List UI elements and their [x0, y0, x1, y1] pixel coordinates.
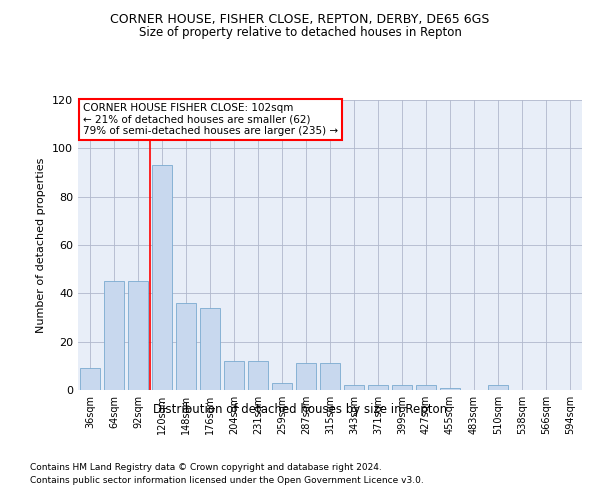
- Bar: [128, 281, 148, 390]
- Bar: [440, 388, 460, 390]
- Bar: [416, 385, 436, 390]
- Text: Contains HM Land Registry data © Crown copyright and database right 2024.: Contains HM Land Registry data © Crown c…: [30, 464, 382, 472]
- Bar: [272, 383, 292, 390]
- Bar: [248, 361, 268, 390]
- Bar: [320, 364, 340, 390]
- Text: Distribution of detached houses by size in Repton: Distribution of detached houses by size …: [153, 402, 447, 415]
- Bar: [152, 166, 172, 390]
- Bar: [104, 281, 124, 390]
- Text: Contains public sector information licensed under the Open Government Licence v3: Contains public sector information licen…: [30, 476, 424, 485]
- Bar: [392, 385, 412, 390]
- Text: CORNER HOUSE FISHER CLOSE: 102sqm
← 21% of detached houses are smaller (62)
79% : CORNER HOUSE FISHER CLOSE: 102sqm ← 21% …: [83, 103, 338, 136]
- Bar: [344, 385, 364, 390]
- Text: Size of property relative to detached houses in Repton: Size of property relative to detached ho…: [139, 26, 461, 39]
- Bar: [368, 385, 388, 390]
- Bar: [80, 368, 100, 390]
- Text: CORNER HOUSE, FISHER CLOSE, REPTON, DERBY, DE65 6GS: CORNER HOUSE, FISHER CLOSE, REPTON, DERB…: [110, 12, 490, 26]
- Bar: [176, 303, 196, 390]
- Bar: [200, 308, 220, 390]
- Bar: [488, 385, 508, 390]
- Y-axis label: Number of detached properties: Number of detached properties: [37, 158, 46, 332]
- Bar: [296, 364, 316, 390]
- Bar: [224, 361, 244, 390]
